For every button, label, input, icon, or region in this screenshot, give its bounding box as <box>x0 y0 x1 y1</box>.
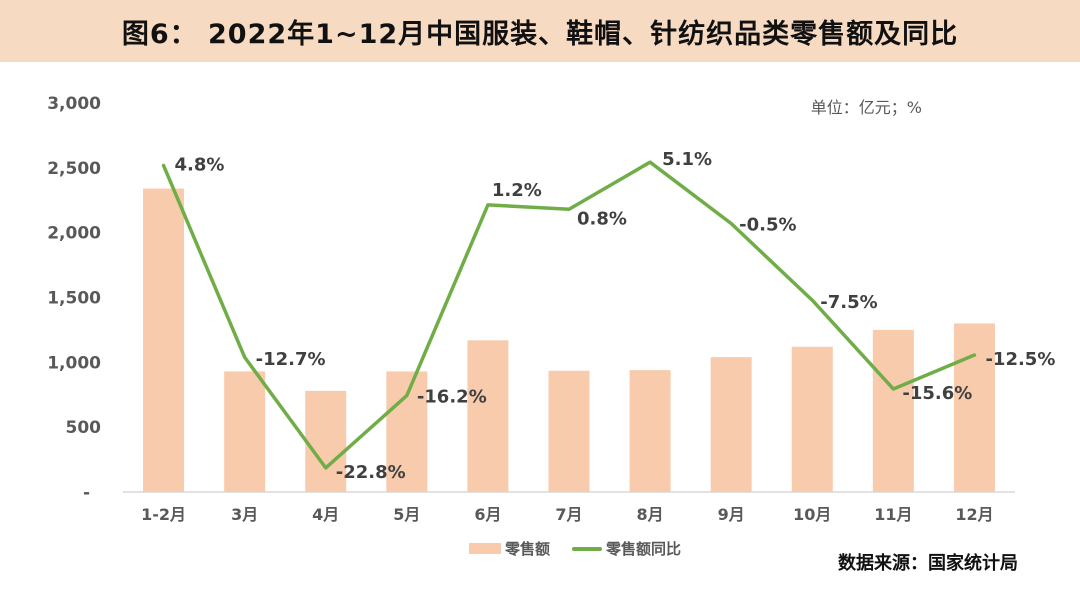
unit-label: 单位：亿元；% <box>810 98 922 117</box>
bar-12月 <box>953 323 995 492</box>
yoy-data-label: -15.6% <box>902 383 972 404</box>
y-axis-tick-label: 3,000 <box>47 94 101 114</box>
yoy-data-label: -16.2% <box>417 387 487 408</box>
y-axis-tick-label: 2,000 <box>47 224 101 244</box>
line-series-swatch <box>572 546 602 551</box>
yoy-data-label: -0.5% <box>739 215 796 236</box>
yoy-data-label: -22.8% <box>336 462 406 483</box>
x-axis-tick-label: 4月 <box>312 505 339 524</box>
y-axis-tick-label: 500 <box>66 418 102 438</box>
x-axis-tick-label: 9月 <box>718 505 745 524</box>
x-axis-tick-label: 11月 <box>874 505 912 524</box>
legend-label: 零售额 <box>504 540 550 558</box>
legend-item-retail: 零售额 <box>468 538 550 559</box>
bar-7月 <box>548 370 590 492</box>
legend-label: 零售额同比 <box>606 540 682 558</box>
x-axis-tick-label: 10月 <box>793 505 831 524</box>
bar-3月 <box>224 371 266 492</box>
x-axis-tick-label: 1-2月 <box>141 505 186 524</box>
bar-9月 <box>710 357 752 492</box>
x-axis-tick-label: 8月 <box>637 505 664 524</box>
chart-header-band: 图6： 2022年1~12月中国服装、鞋帽、针纺织品类零售额及同比 <box>0 0 1080 62</box>
chart-title: 图6： 2022年1~12月中国服装、鞋帽、针纺织品类零售额及同比 <box>121 18 959 50</box>
bar-10月 <box>791 346 833 492</box>
chart-plot-area: - 500 1,000 1,500 2,000 2,500 3,000 1-2月 3月 4月 5月 6… <box>0 62 1080 608</box>
chart-legend: 零售额 零售额同比 <box>35 538 1080 559</box>
y-axis-tick-label: 1,500 <box>47 289 101 309</box>
yoy-data-label: 0.8% <box>577 208 627 229</box>
x-axis-tick-label: 12月 <box>955 505 993 524</box>
bar-8月 <box>629 370 671 492</box>
y-axis-tick-label: 2,500 <box>47 159 101 179</box>
yoy-data-label: -7.5% <box>820 292 877 313</box>
x-axis-tick-label: 7月 <box>555 505 582 524</box>
yoy-data-label: 1.2% <box>492 180 542 201</box>
x-axis-tick-label: 5月 <box>393 505 420 524</box>
y-axis-tick-label: 1,000 <box>47 353 101 373</box>
bar-6月 <box>467 340 509 492</box>
bar-4月 <box>305 390 347 492</box>
bar-1-2月 <box>143 188 185 492</box>
yoy-data-label: 4.8% <box>175 154 225 175</box>
legend-item-yoy: 零售额同比 <box>572 538 681 559</box>
bar-series-swatch <box>468 543 501 554</box>
y-axis-tick-label: - <box>83 483 90 503</box>
data-source: 数据来源：国家统计局 <box>838 553 1018 574</box>
yoy-data-label: -12.7% <box>256 349 326 370</box>
x-axis-tick-label: 6月 <box>474 505 501 524</box>
yoy-data-label: 5.1% <box>662 149 712 170</box>
bar-11月 <box>872 329 914 492</box>
chart-svg: - 500 1,000 1,500 2,000 2,500 3,000 1-2月 3月 4月 5月 6… <box>47 94 1055 524</box>
yoy-line <box>161 160 977 470</box>
yoy-data-label: -12.5% <box>985 349 1055 370</box>
x-axis-tick-label: 3月 <box>231 505 258 524</box>
